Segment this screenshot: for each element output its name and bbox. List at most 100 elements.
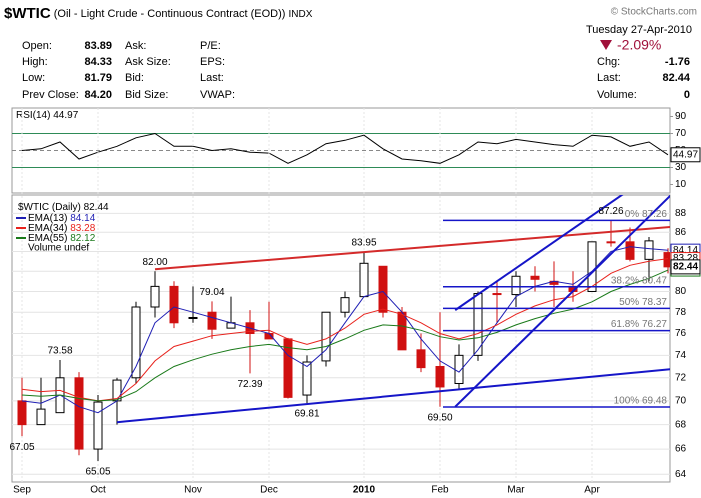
last-price: 82.44 [673, 262, 698, 273]
candle-body [397, 311, 407, 351]
rsi-tick-label: 30 [675, 162, 687, 173]
y-tick-label: 68 [675, 419, 687, 430]
candle-body [131, 306, 141, 379]
quote-label: Bid: [125, 72, 144, 84]
ema-line [21, 258, 669, 402]
quote-label: Open: [22, 40, 52, 52]
price-annotation: 65.05 [85, 467, 110, 478]
legend-value: 83.28 [70, 223, 95, 234]
rsi-legend: RSI(14) 44.97 [16, 110, 79, 121]
x-tick-label: Sep [13, 485, 31, 496]
candle-body [302, 361, 312, 396]
candle-body [150, 285, 160, 308]
quote-value: 81.79 [84, 72, 112, 84]
candle-body [492, 293, 502, 296]
quote-label: VWAP: [200, 89, 235, 101]
change-percent: -2.09% [617, 37, 661, 53]
legend-name: EMA(34) [28, 223, 67, 234]
y-tick-label: 80 [675, 286, 687, 297]
quote-label: Ask Size: [125, 56, 171, 68]
date: Tuesday 27-Apr-2010 [586, 24, 692, 36]
y-tick-label: 86 [675, 227, 687, 238]
summary-value: 82.44 [662, 72, 690, 84]
last-value: 84.14 [673, 245, 698, 256]
quote-value: 83.89 [84, 40, 112, 52]
x-tick-label: Mar [507, 485, 525, 496]
ema-line [21, 269, 669, 402]
quote-label: P/E: [200, 40, 221, 52]
x-tick-label: Nov [184, 485, 202, 496]
ema-line [21, 246, 669, 414]
candles [17, 195, 670, 461]
x-tick-label: Dec [260, 485, 278, 496]
quote-label: High: [22, 56, 48, 68]
candle-body [359, 262, 369, 298]
price-annotation: 79.04 [199, 287, 224, 298]
price-annotation: 83.95 [351, 238, 376, 249]
price-annotation: 72.39 [237, 379, 262, 390]
quote-value: 84.33 [84, 56, 112, 68]
fib-label: 0% 87.26 [625, 209, 668, 220]
candle-body [606, 241, 616, 244]
y-tick-label: 64 [675, 469, 687, 480]
price-annotation: 69.81 [294, 409, 319, 420]
legend-value: 82.44 [84, 202, 109, 213]
trendline [454, 195, 670, 408]
fib-label: 50% 78.37 [619, 297, 667, 308]
summary-value: 0 [684, 89, 690, 101]
candle-body [416, 349, 426, 369]
symbol: $WTIC [4, 5, 51, 22]
rsi-last-box [670, 147, 701, 163]
y-tick-label: 78 [675, 307, 687, 318]
summary-value: -1.76 [665, 56, 690, 68]
candle-body [435, 365, 445, 388]
quote-value: 84.20 [84, 89, 112, 101]
x-tick-label: Apr [584, 485, 600, 496]
candle-body [663, 252, 670, 268]
legend-entry: EMA(55) 82.12 [28, 233, 96, 244]
rsi-name: RSI(14) [16, 110, 50, 121]
x-tick-label: 2010 [353, 485, 376, 496]
price-annotation: 67.05 [9, 442, 34, 453]
rsi-value: 44.97 [53, 110, 78, 121]
summary-label: Volume: [597, 89, 637, 101]
candle-body [530, 275, 540, 280]
title: $WTIC (Oil - Light Crude - Continuous Co… [4, 5, 313, 22]
y-tick-label: 72 [675, 372, 687, 383]
y-tick-label: 74 [675, 350, 687, 361]
candle-body [378, 265, 388, 313]
last-price-box [670, 259, 701, 275]
legend-volume: Volume undef [28, 243, 89, 254]
candle-body [511, 275, 521, 296]
rsi-last-value: 44.97 [673, 149, 698, 160]
copyright: © StockCharts.com [611, 7, 697, 18]
last-value: 83.28 [673, 253, 698, 264]
quote-label: Ask: [125, 40, 146, 52]
quote-table: Open: High: Low: Prev Close: Ask: Ask Size: Bi… [22, 40, 691, 101]
trendline [454, 195, 624, 311]
quote-label: Last: [200, 72, 224, 84]
summary-label: Chg: [597, 56, 620, 68]
candle-body [112, 379, 122, 402]
y-tick-label: 76 [675, 328, 687, 339]
legend-entry: EMA(13) 84.14 [28, 213, 96, 224]
quote-label: EPS: [200, 56, 225, 68]
x-tick-label: Oct [90, 485, 106, 496]
legend-entry: EMA(34) 83.28 [28, 223, 96, 234]
legend-name: $WTIC (Daily) [18, 202, 81, 213]
quote-label: Low: [22, 72, 45, 84]
quote-label: Prev Close: [22, 89, 79, 101]
candle-body [625, 241, 635, 260]
trendline [154, 225, 670, 271]
candle-body [169, 285, 179, 324]
x-tick-label: Feb [431, 485, 449, 496]
legend-name: EMA(13) [28, 213, 67, 224]
candle-body [93, 401, 103, 450]
legend-price: $WTIC (Daily) 82.44 [18, 202, 109, 213]
candle-body [207, 311, 217, 330]
summary-label: Last: [597, 72, 621, 84]
candle-body [36, 408, 46, 426]
candle-body [340, 297, 350, 313]
trendline [116, 368, 670, 424]
